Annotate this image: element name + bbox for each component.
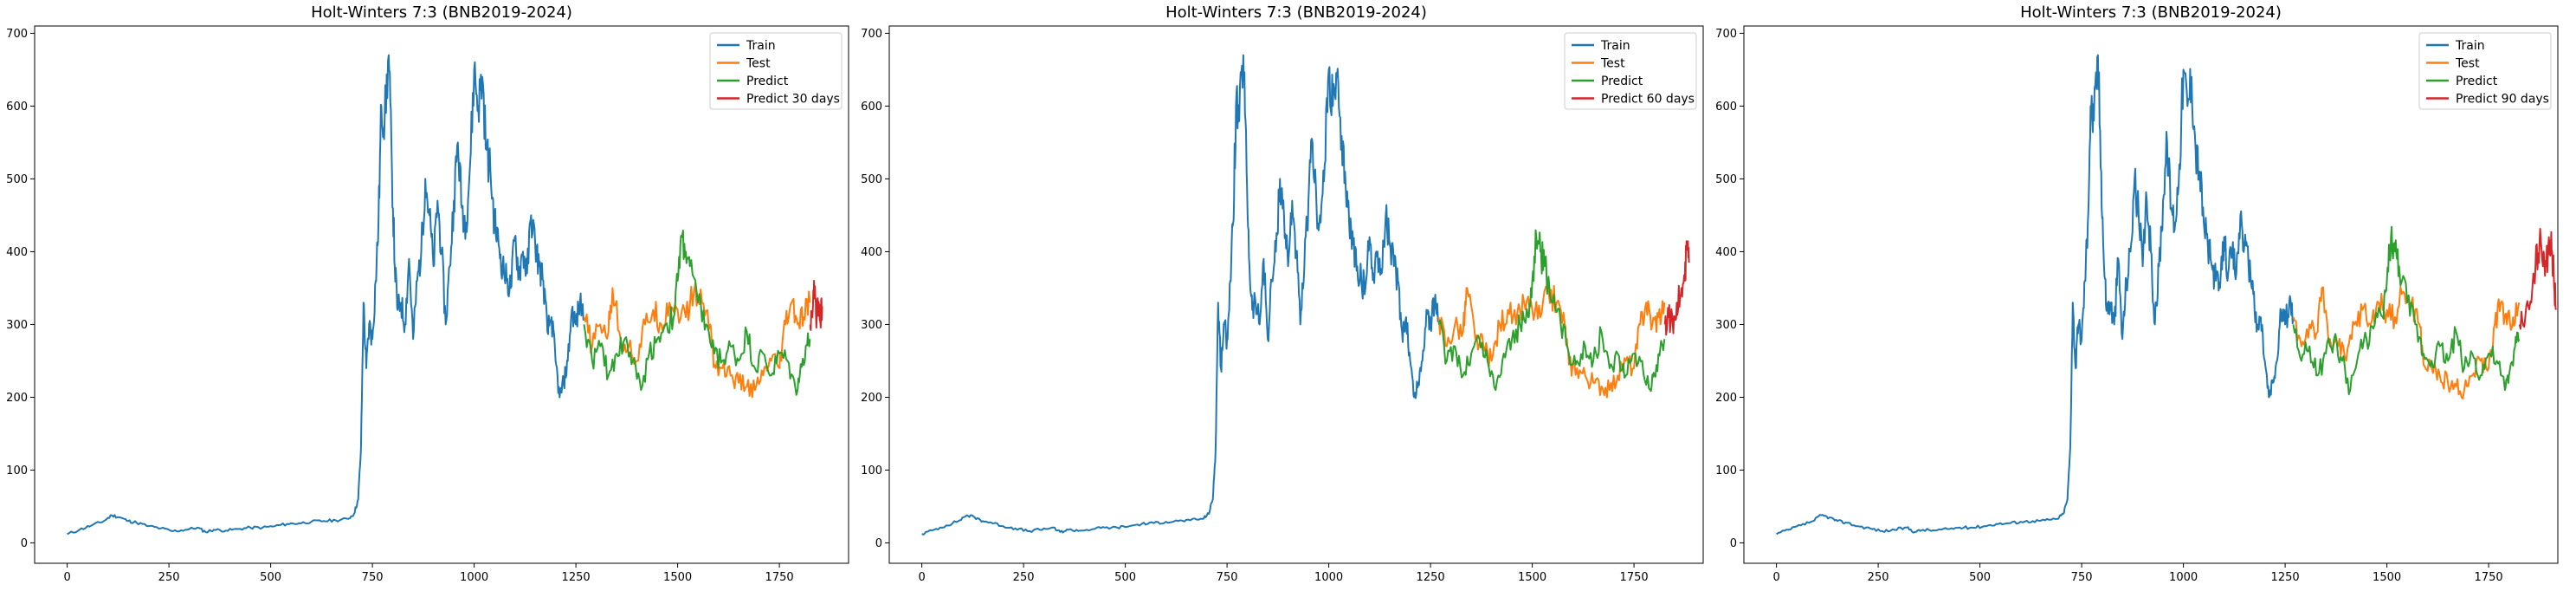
axes-frame: [888, 25, 1704, 564]
y-tick-label: 700: [1715, 28, 1737, 41]
series-lines: [921, 54, 1690, 536]
legend-label: Test: [2455, 57, 2480, 71]
y-tick-label: 200: [861, 392, 882, 405]
x-tick-label: 0: [1772, 571, 1779, 584]
x-tick-label: 250: [1868, 571, 1889, 584]
y-tick-label: 300: [1715, 319, 1737, 332]
x-tick-label: 1750: [2475, 571, 2503, 584]
series-line-predict: [1437, 229, 1666, 393]
series-line-predict-90-days: [2518, 228, 2557, 330]
y-tick-label: 500: [861, 173, 882, 186]
legend: Train Test Predict Predict 30 days: [709, 32, 843, 110]
x-tick-label: 500: [1969, 571, 1991, 584]
y-tick-label: 100: [861, 464, 882, 477]
x-tick-label: 500: [1114, 571, 1136, 584]
axes-frame: [34, 25, 849, 564]
y-tick-label: 100: [1715, 464, 1737, 477]
legend-box: [709, 32, 843, 110]
x-tick-label: 1000: [460, 571, 488, 584]
x-tick-label: 1250: [1417, 571, 1445, 584]
y-tick-label: 0: [875, 537, 882, 550]
series-line-train: [67, 54, 585, 536]
series-lines: [1776, 54, 2557, 536]
x-tick-label: 750: [362, 571, 384, 584]
x-tick-label: 500: [260, 571, 281, 584]
series-line-predict: [2292, 225, 2521, 396]
y-tick-label: 700: [861, 28, 882, 41]
legend-label: Predict 90 days: [2456, 93, 2549, 107]
y-tick-label: 400: [861, 246, 882, 259]
x-tick-label: 1750: [765, 571, 794, 584]
y-tick-label: 500: [1715, 173, 1737, 186]
y-tick-label: 600: [6, 101, 28, 114]
legend-label: Train: [1600, 39, 1630, 53]
legend: Train Test Predict Predict 90 days: [2418, 32, 2552, 110]
legend-label: Predict: [2456, 75, 2498, 88]
y-tick-label: 300: [6, 319, 28, 332]
legend-label: Predict 60 days: [1601, 93, 1695, 107]
x-tick-label: 1250: [2271, 571, 2300, 584]
chart-title: Holt-Winters 7:3 (BNB2019-2024): [1165, 3, 1427, 22]
y-tick-label: 0: [1730, 537, 1737, 550]
x-tick-label: 250: [1013, 571, 1035, 584]
series-lines: [67, 54, 823, 536]
series-line-train: [1776, 54, 2295, 536]
y-tick-label: 700: [6, 28, 28, 41]
y-tick-label: 100: [6, 464, 28, 477]
y-tick-label: 600: [861, 101, 882, 114]
series-line-predict: [583, 230, 811, 396]
series-line-predict-60-days: [1663, 240, 1690, 336]
legend-box: [1564, 32, 1697, 110]
y-tick-label: 0: [21, 537, 28, 550]
x-tick-label: 1500: [2373, 571, 2401, 584]
series-line-train: [921, 54, 1440, 536]
x-tick-label: 0: [918, 571, 925, 584]
y-tick-label: 500: [6, 173, 28, 186]
x-tick-label: 750: [1217, 571, 1238, 584]
legend-label: Predict: [1601, 75, 1643, 88]
x-tick-label: 0: [63, 571, 70, 584]
y-tick-label: 400: [6, 246, 28, 259]
legend: Train Test Predict Predict 60 days: [1564, 32, 1697, 110]
y-tick-label: 300: [861, 319, 882, 332]
x-tick-label: 1750: [1620, 571, 1649, 584]
x-tick-label: 1500: [663, 571, 692, 584]
y-tick-label: 200: [1715, 392, 1737, 405]
chart-panel-3: Holt-Winters 7:3 (BNB2019-2024) 0 250 500 75…: [1715, 3, 2559, 584]
legend-box: [2418, 32, 2552, 110]
x-tick-label: 1000: [1314, 571, 1343, 584]
series-line-predict-30-days: [809, 280, 823, 331]
legend-label: Test: [746, 57, 771, 71]
legend-label: Train: [746, 39, 776, 53]
y-tick-label: 200: [6, 392, 28, 405]
legend-label: Predict: [746, 75, 789, 88]
series-line-test: [1437, 283, 1666, 399]
legend-label: Test: [1600, 57, 1625, 71]
y-tick-label: 400: [1715, 246, 1737, 259]
y-tick-label: 600: [1715, 101, 1737, 114]
chart-title: Holt-Winters 7:3 (BNB2019-2024): [2020, 3, 2282, 22]
chart-panel-1: Holt-Winters 7:3 (BNB2019-2024) 0 250 500 75…: [6, 3, 849, 584]
axes-frame: [1743, 25, 2559, 564]
legend-label: Train: [2455, 39, 2485, 53]
x-tick-label: 250: [158, 571, 180, 584]
chart-title: Holt-Winters 7:3 (BNB2019-2024): [311, 3, 572, 22]
legend-label: Predict 30 days: [746, 93, 840, 107]
x-tick-label: 1500: [1518, 571, 1546, 584]
x-tick-label: 750: [2071, 571, 2093, 584]
x-tick-label: 1250: [562, 571, 591, 584]
chart-panel-2: Holt-Winters 7:3 (BNB2019-2024) 0 250 500 75…: [861, 3, 1704, 584]
x-tick-label: 1000: [2169, 571, 2198, 584]
